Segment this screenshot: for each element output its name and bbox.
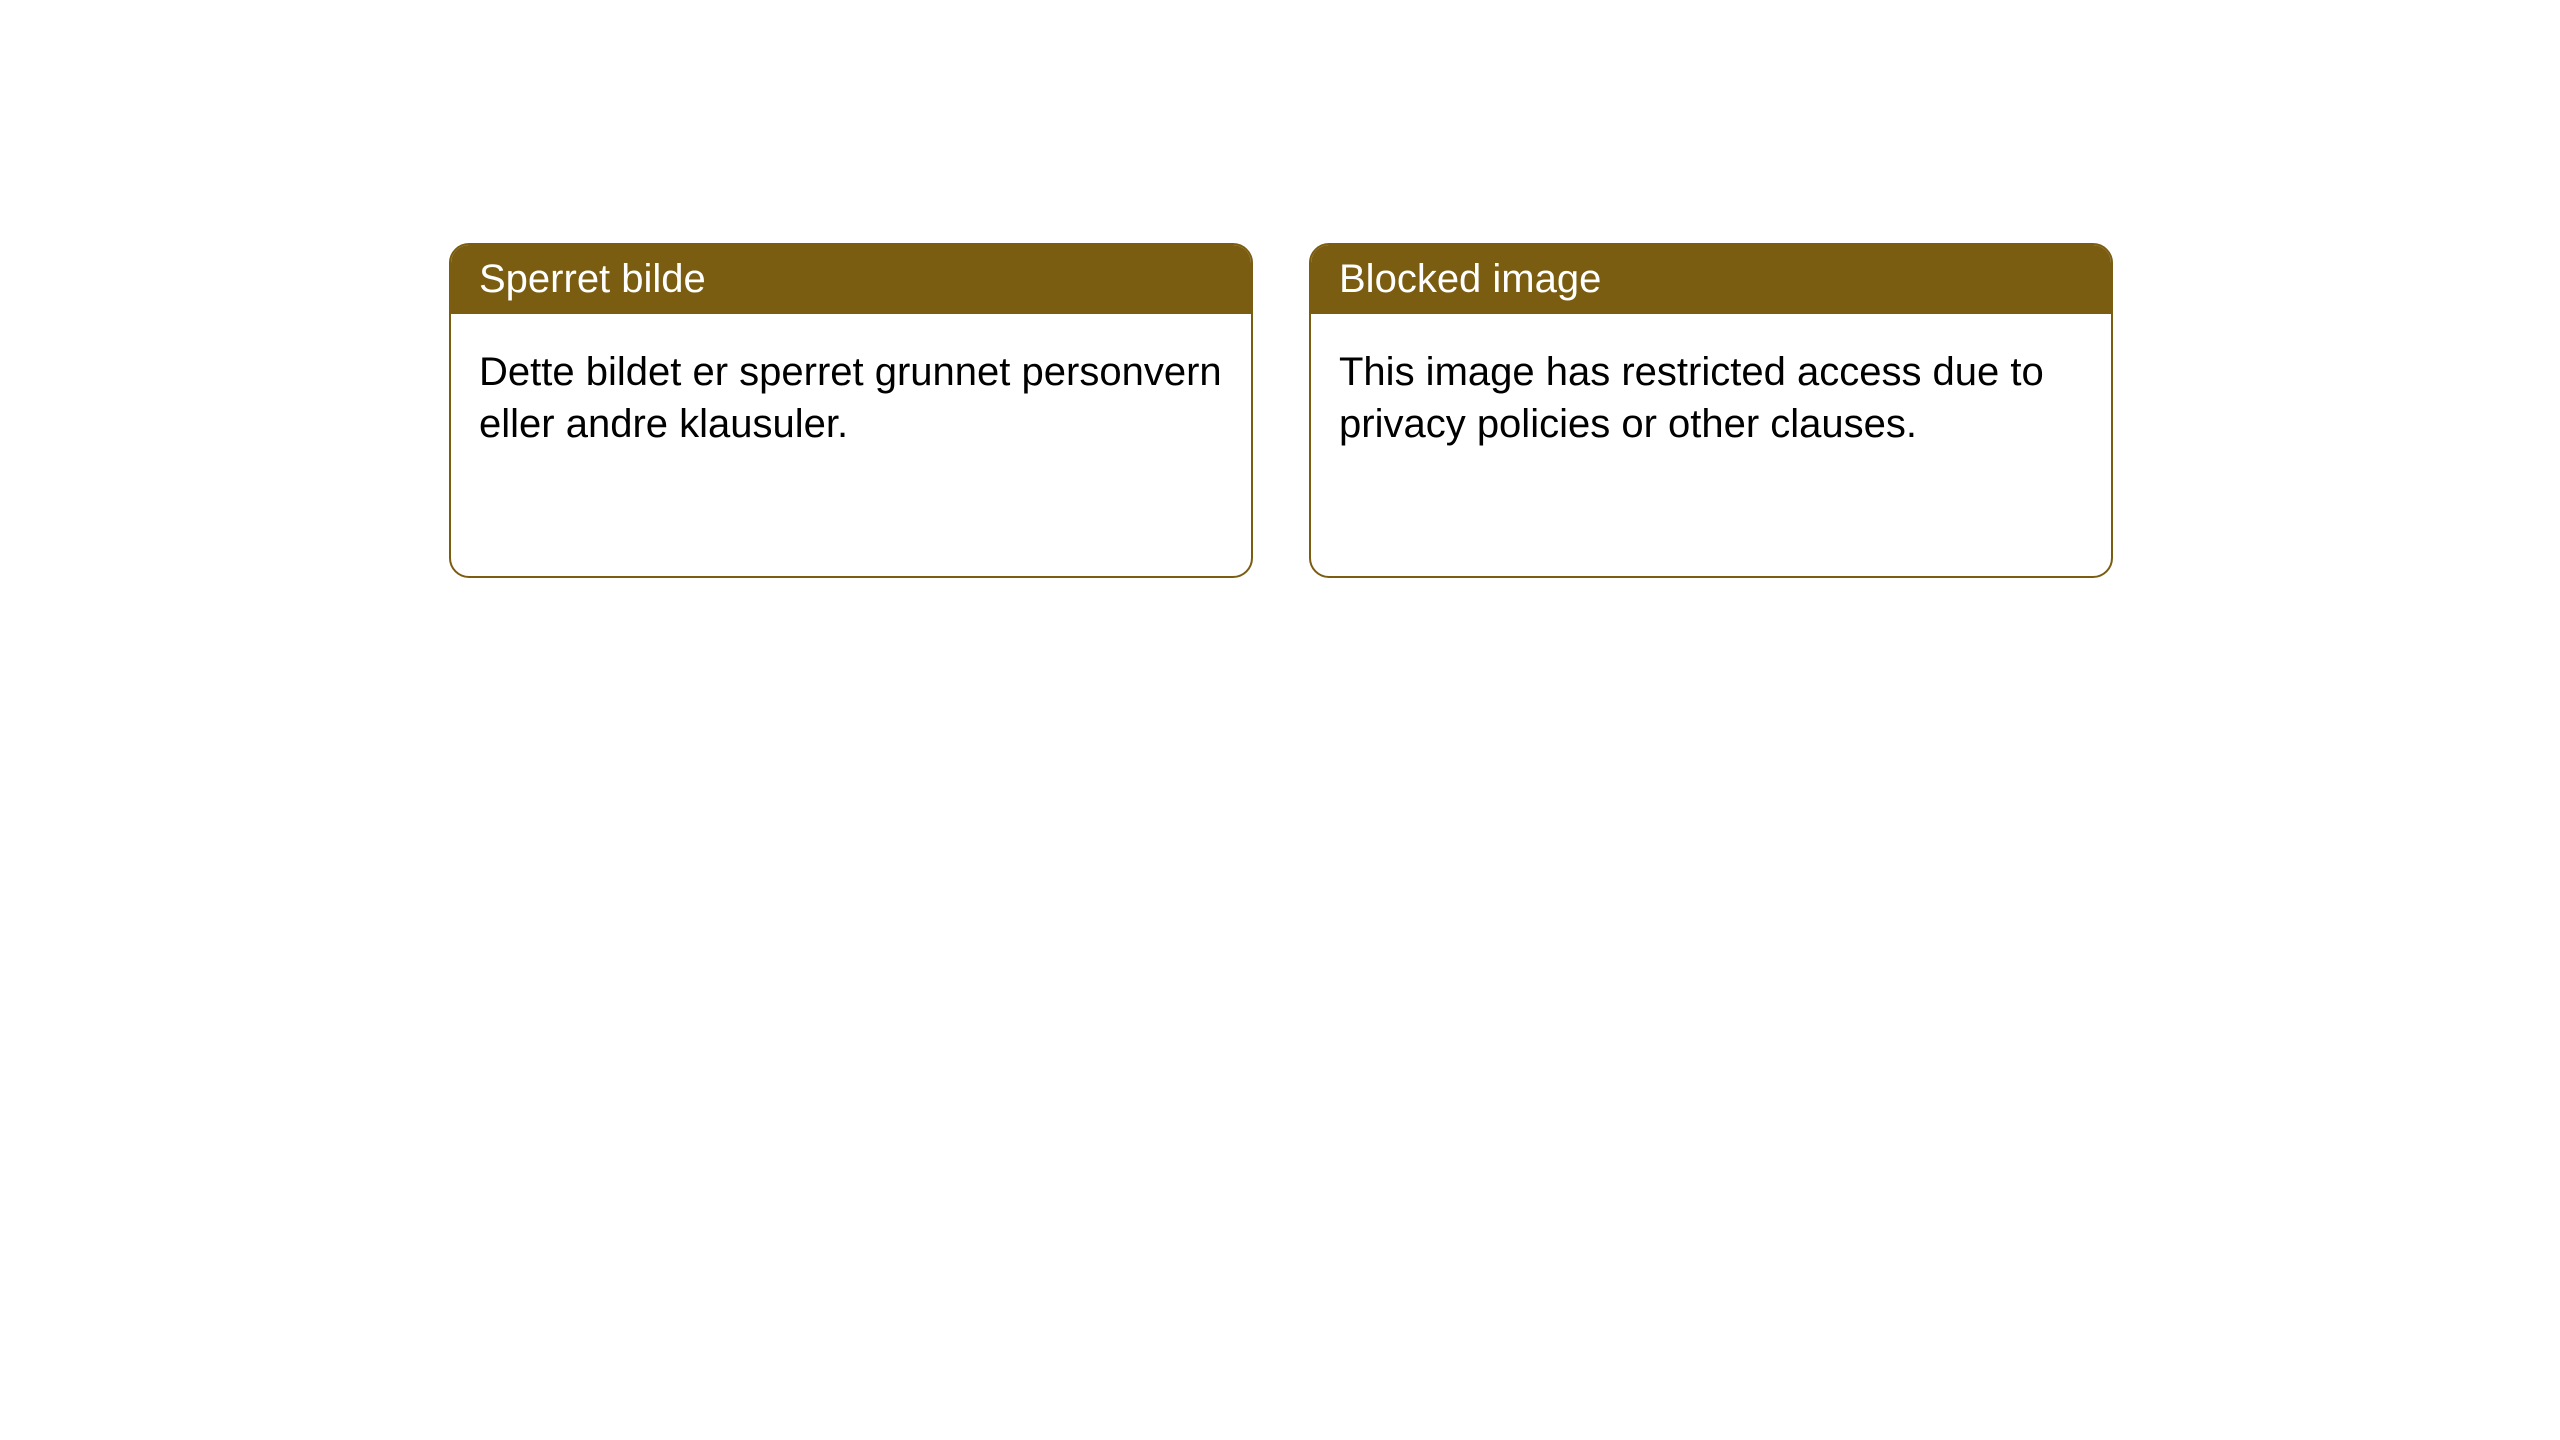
- card-header: Sperret bilde: [451, 245, 1251, 314]
- card-body-text: This image has restricted access due to …: [1339, 350, 2044, 446]
- card-body-text: Dette bildet er sperret grunnet personve…: [479, 350, 1222, 446]
- notice-card-norwegian: Sperret bilde Dette bildet er sperret gr…: [449, 243, 1253, 578]
- card-body: Dette bildet er sperret grunnet personve…: [451, 314, 1251, 482]
- card-body: This image has restricted access due to …: [1311, 314, 2111, 482]
- card-header: Blocked image: [1311, 245, 2111, 314]
- notice-container: Sperret bilde Dette bildet er sperret gr…: [0, 0, 2560, 578]
- notice-card-english: Blocked image This image has restricted …: [1309, 243, 2113, 578]
- card-title: Sperret bilde: [479, 257, 706, 301]
- card-title: Blocked image: [1339, 257, 1601, 301]
